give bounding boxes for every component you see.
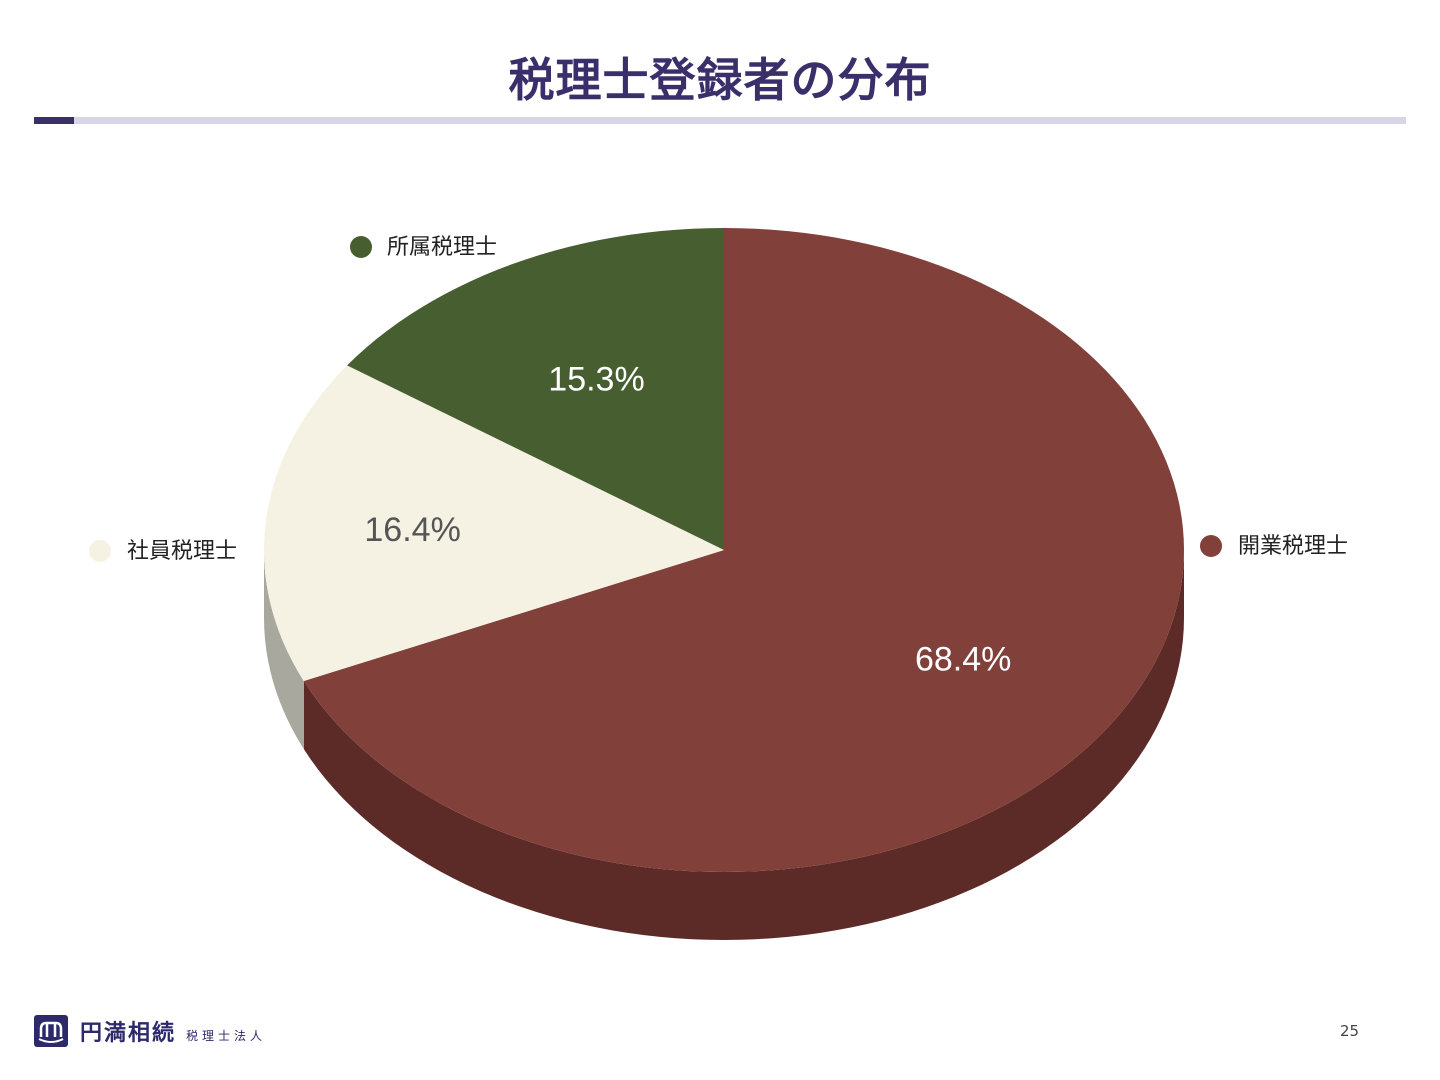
pie-side-2 [264, 550, 304, 749]
legend-marker [89, 540, 111, 562]
page-title: 税理士登録者の分布 [508, 53, 932, 107]
slice-value-label: 16.4% [364, 511, 460, 549]
legend-label: 所属税理士 [387, 235, 497, 260]
legend-marker [1200, 535, 1222, 557]
company-logo: 円満相続 税理士法人 [34, 1014, 266, 1048]
pie-chart: 68.4% 16.4% 15.3% 開業税理士 社員税理士 所属税理士 [89, 228, 1348, 940]
logo-mark-icon [34, 1015, 68, 1047]
logo-subtitle: 税理士法人 [186, 1028, 267, 1043]
pie-tops [264, 228, 1184, 872]
pie-slice-3 [347, 228, 724, 550]
pie-sides [264, 550, 1184, 940]
pie-slice-1 [303, 228, 1184, 872]
title-rule [34, 117, 1406, 124]
title-rule-accent [34, 117, 74, 124]
pie-legend: 開業税理士 社員税理士 所属税理士 [89, 235, 1348, 564]
page-number: 25 [1340, 1022, 1360, 1040]
legend-label: 開業税理士 [1238, 534, 1348, 559]
pie-labels: 68.4% 16.4% 15.3% [364, 361, 1011, 679]
legend-label: 社員税理士 [127, 539, 237, 564]
logo-name: 円満相続 [80, 1021, 177, 1046]
pie-side-1 [303, 550, 1184, 940]
slice-value-label: 68.4% [915, 641, 1011, 679]
slice-value-label: 15.3% [548, 361, 644, 399]
legend-marker [350, 236, 372, 258]
pie-slice-2 [264, 365, 724, 681]
